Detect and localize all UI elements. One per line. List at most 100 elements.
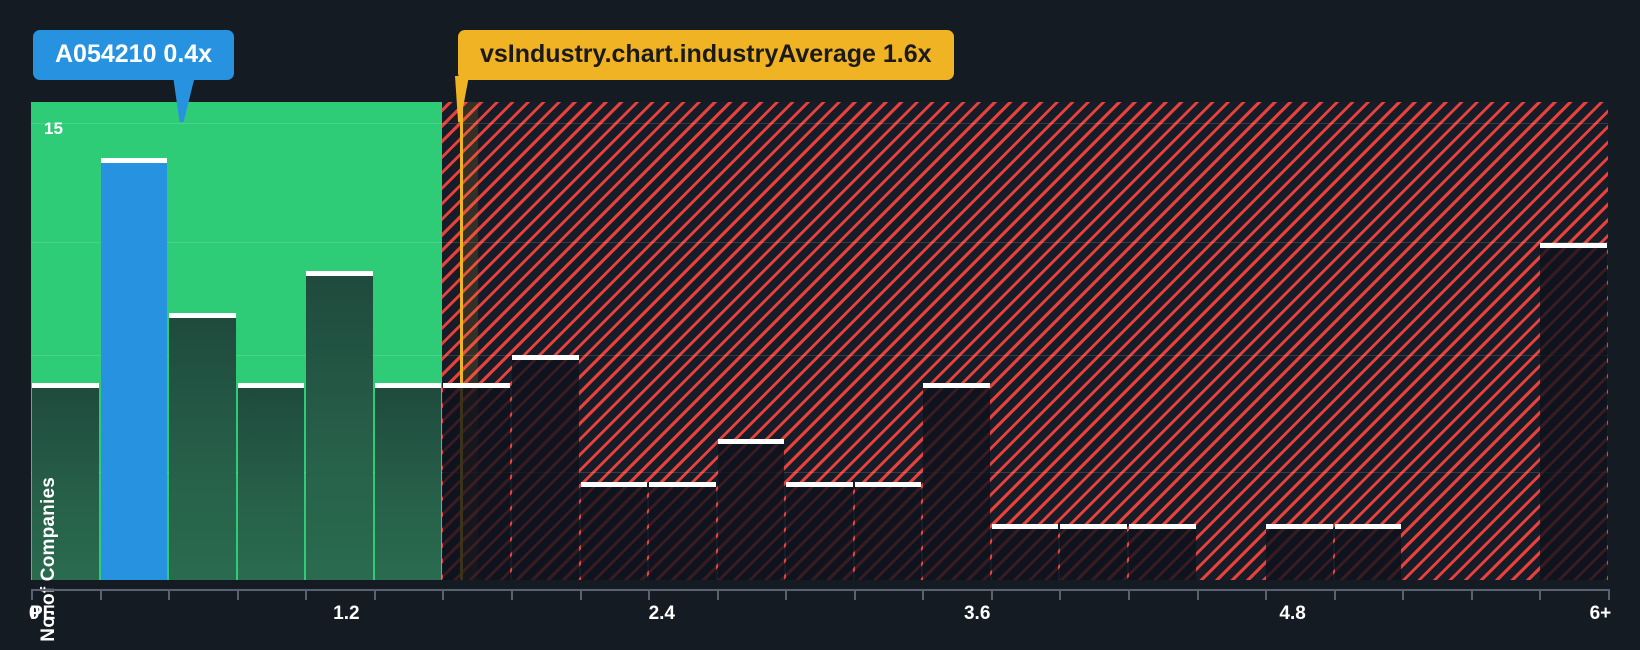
bar[interactable] [1060, 523, 1128, 580]
bar-cap [237, 383, 305, 389]
bar-cap [1266, 523, 1333, 529]
bar-body [1540, 246, 1607, 580]
bar-cap [991, 523, 1059, 529]
bar-cap [1334, 523, 1402, 529]
x-axis-tick-label: 1.2 [333, 603, 360, 624]
bar-body [169, 316, 236, 580]
x-axis-prefix-label: PE [30, 603, 56, 624]
bar[interactable] [786, 481, 853, 580]
x-axis-tick [373, 589, 376, 600]
bar-body [717, 443, 785, 580]
x-axis-tick [1470, 589, 1473, 600]
bar[interactable] [717, 439, 785, 580]
bar[interactable] [32, 383, 99, 580]
bar-body [32, 387, 99, 580]
bar-cap [374, 383, 442, 389]
bar-cap [443, 383, 510, 389]
x-axis-tick [1128, 589, 1131, 600]
x-axis-tick [1539, 589, 1542, 600]
bar-cap [786, 481, 853, 487]
x-axis-tick [716, 589, 719, 600]
x-axis-tick [1059, 589, 1062, 600]
bar-body [649, 485, 716, 580]
x-axis-tick [442, 589, 445, 600]
x-axis-tick [168, 589, 171, 600]
company-tooltip[interactable]: A054210 0.4x [33, 30, 235, 80]
bar[interactable] [1129, 523, 1196, 580]
bar[interactable] [443, 383, 510, 580]
x-axis-tick [31, 589, 33, 600]
bar-body [443, 387, 510, 580]
x-axis-tick [990, 589, 993, 600]
bar-body [511, 359, 579, 580]
bar[interactable] [923, 383, 990, 580]
x-axis-tick [648, 589, 651, 600]
bar-body [306, 274, 373, 580]
bar[interactable] [374, 383, 442, 580]
bar[interactable] [306, 270, 373, 580]
bar[interactable] [1540, 242, 1607, 580]
bar-body [991, 527, 1059, 580]
x-axis-tick-label: 0 [28, 603, 40, 624]
bar[interactable] [1266, 523, 1333, 580]
y-axis-tick-label: 15 [44, 119, 63, 138]
bar-cap [100, 158, 168, 164]
x-axis-tick-label: 4.8 [1279, 603, 1306, 624]
industry-average-tooltip[interactable]: vsIndustry.chart.industryAverage 1.6x [458, 30, 954, 80]
x-axis-tick-label: 6+ [1589, 603, 1612, 624]
x-axis-tick [1265, 589, 1268, 600]
bar-body [237, 387, 305, 580]
x-axis-tick [922, 589, 925, 600]
bar-body [374, 387, 442, 580]
bar-body [786, 485, 853, 580]
bar-body [100, 162, 168, 580]
bar-cap [580, 481, 648, 487]
x-axis-tick [1196, 589, 1199, 600]
x-axis-tick [785, 589, 788, 600]
bar[interactable] [169, 312, 236, 580]
bar-cap [1540, 242, 1607, 248]
bar-cap [1129, 523, 1196, 529]
overvalued-zone [442, 102, 1608, 580]
plot-area [31, 102, 1608, 580]
bar[interactable] [580, 481, 648, 580]
industry-average-line[interactable] [460, 102, 464, 580]
bar-body [1334, 527, 1402, 580]
bar-cap [923, 383, 990, 389]
bar-highlighted[interactable] [100, 158, 168, 580]
bar-cap [649, 481, 716, 487]
bar-cap [169, 312, 236, 318]
bar-body [1060, 527, 1128, 580]
bar-cap [511, 355, 579, 361]
bar-cap [32, 383, 99, 389]
x-axis-tick [305, 589, 308, 600]
x-axis-tick [510, 589, 513, 600]
bar[interactable] [237, 383, 305, 580]
bar[interactable] [991, 523, 1059, 580]
bar[interactable] [854, 481, 922, 580]
bar-cap [717, 439, 785, 445]
bar-body [580, 485, 648, 580]
x-axis-tick [1333, 589, 1336, 600]
bar[interactable] [1334, 523, 1402, 580]
undervalued-zone [31, 102, 443, 580]
x-axis-tick [1402, 589, 1405, 600]
x-axis-tick [1608, 589, 1610, 600]
bar-body [923, 387, 990, 580]
bar-body [1129, 527, 1196, 580]
x-axis-tick-label: 3.6 [963, 603, 991, 624]
x-axis-line [31, 589, 1608, 591]
x-axis-tick [853, 589, 856, 600]
x-axis-tick [236, 589, 239, 600]
bar-cap [306, 270, 373, 276]
bar-series [31, 102, 1608, 580]
x-axis-tick [579, 589, 582, 600]
bar-body [854, 485, 922, 580]
bar-cap [1060, 523, 1128, 529]
x-axis-tick-label: 2.4 [648, 603, 676, 624]
bar[interactable] [649, 481, 716, 580]
bar-cap [854, 481, 922, 487]
bar[interactable] [511, 355, 579, 580]
x-axis-tick [99, 589, 102, 600]
